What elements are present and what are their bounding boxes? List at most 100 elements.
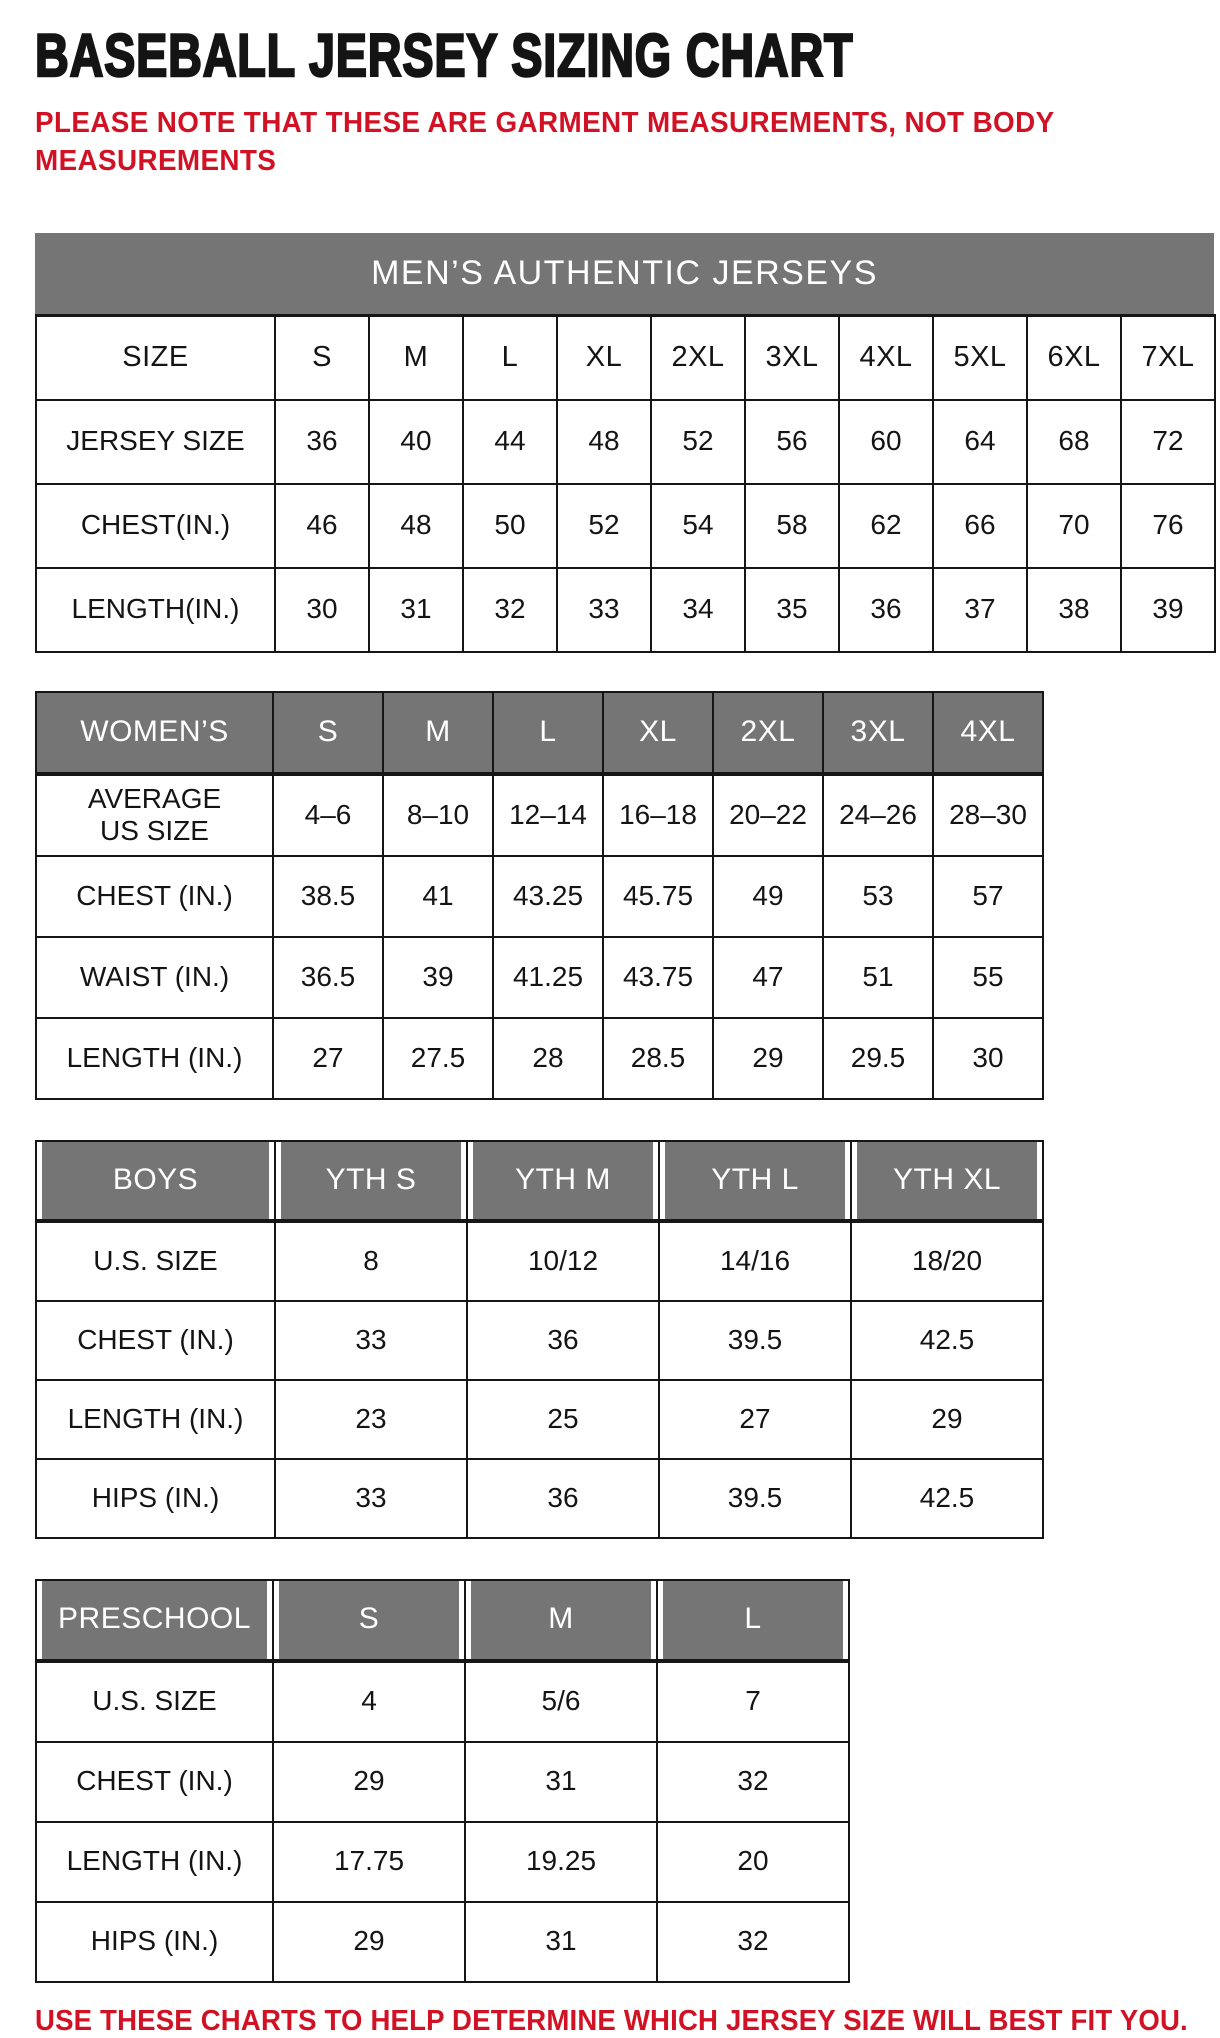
womens-value-cell: 29.5 [822, 1016, 934, 1100]
womens-row-label-cell: CHEST (IN.) [35, 854, 274, 938]
mens-value-cell: 34 [650, 566, 746, 653]
mens-value-cell: 31 [368, 566, 464, 653]
womens-value-cell: 4–6 [272, 772, 384, 857]
preschool-header-label-cell: PRESCHOOL [35, 1578, 274, 1663]
womens-value-cell: 36.5 [272, 935, 384, 1019]
mens-table-row: JERSEY SIZE 36 40 44 48 52 56 60 64 68 72 [35, 398, 1216, 485]
womens-size-header-cell: M [382, 690, 494, 776]
mens-size-header-cell: 3XL [744, 314, 840, 401]
boys-header-label-cell: BOYS [35, 1139, 276, 1223]
preschool-table-row: U.S. SIZE 4 5/6 7 [35, 1659, 850, 1743]
womens-sizing-table: WOMEN’S S M L XL 2XL 3XL 4XL AVERAGE US SIZE 4–6 8… [35, 690, 1044, 1100]
womens-header-row: WOMEN’S S M L XL 2XL 3XL 4XL [35, 690, 1044, 776]
womens-value-cell: 51 [822, 935, 934, 1019]
preschool-table-row: CHEST (IN.) 29 31 32 [35, 1740, 850, 1823]
preschool-row-label-cell: U.S. SIZE [35, 1659, 274, 1743]
womens-table-row: WAIST (IN.) 36.5 39 41.25 43.75 47 51 55 [35, 935, 1044, 1019]
womens-value-cell: 47 [712, 935, 824, 1019]
mens-value-cell: 36 [838, 566, 934, 653]
boys-value-cell: 33 [274, 1299, 468, 1381]
preschool-value-cell: 32 [656, 1900, 850, 1983]
preschool-value-cell: 29 [272, 1900, 466, 1983]
womens-value-cell: 45.75 [602, 854, 714, 938]
womens-header-label-cell: WOMEN’S [35, 690, 274, 776]
boys-size-header-cell: YTH M [466, 1139, 660, 1223]
mens-row-label-cell: LENGTH(IN.) [35, 566, 276, 653]
preschool-header-row: PRESCHOOL S M L [35, 1578, 850, 1663]
womens-value-cell: 8–10 [382, 772, 494, 857]
mens-value-cell: 37 [932, 566, 1028, 653]
mens-value-cell: 64 [932, 398, 1028, 485]
boys-table-row: LENGTH (IN.) 23 25 27 29 [35, 1378, 1044, 1460]
boys-value-cell: 18/20 [850, 1219, 1044, 1302]
mens-table-row: CHEST(IN.) 46 48 50 52 54 58 62 66 70 76 [35, 482, 1216, 569]
mens-size-header-cell: 4XL [838, 314, 934, 401]
womens-value-cell: 53 [822, 854, 934, 938]
preschool-value-cell: 5/6 [464, 1659, 658, 1743]
preschool-value-cell: 20 [656, 1820, 850, 1903]
boys-value-cell: 29 [850, 1378, 1044, 1460]
mens-value-cell: 48 [556, 398, 652, 485]
boys-table-row: U.S. SIZE 8 10/12 14/16 18/20 [35, 1219, 1044, 1302]
mens-value-cell: 58 [744, 482, 840, 569]
boys-size-header-cell: YTH S [274, 1139, 468, 1223]
womens-value-cell: 16–18 [602, 772, 714, 857]
page-title-text: BASEBALL JERSEY SIZING CHART [34, 22, 854, 89]
preschool-value-cell: 17.75 [272, 1820, 466, 1903]
mens-value-cell: 50 [462, 482, 558, 569]
womens-table-row: AVERAGE US SIZE 4–6 8–10 12–14 16–18 20–22 24–… [35, 772, 1044, 857]
womens-value-cell: 30 [932, 1016, 1044, 1100]
mens-sizing-table: SIZE S M L XL 2XL 3XL 4XL 5XL 6XL 7XL JERSEY SIZE 36… [35, 313, 1216, 653]
boys-value-cell: 36 [466, 1457, 660, 1539]
womens-value-cell: 12–14 [492, 772, 604, 857]
mens-value-cell: 56 [744, 398, 840, 485]
mens-value-cell: 76 [1120, 482, 1216, 569]
mens-value-cell: 33 [556, 566, 652, 653]
womens-value-cell: 57 [932, 854, 1044, 938]
mens-value-cell: 60 [838, 398, 934, 485]
boys-value-cell: 27 [658, 1378, 852, 1460]
mens-size-header-cell: M [368, 314, 464, 401]
womens-value-cell: 43.25 [492, 854, 604, 938]
womens-value-cell: 39 [382, 935, 494, 1019]
preschool-row-label-cell: LENGTH (IN.) [35, 1820, 274, 1903]
boys-value-cell: 33 [274, 1457, 468, 1539]
preschool-value-cell: 4 [272, 1659, 466, 1743]
mens-size-header-cell: XL [556, 314, 652, 401]
womens-size-header-cell: 2XL [712, 690, 824, 776]
boys-value-cell: 23 [274, 1378, 468, 1460]
mens-value-cell: 54 [650, 482, 746, 569]
womens-size-header-cell: 3XL [822, 690, 934, 776]
mens-header-label-cell: SIZE [35, 314, 276, 401]
womens-table-row: CHEST (IN.) 38.5 41 43.25 45.75 49 53 57 [35, 854, 1044, 938]
womens-size-header-cell: S [272, 690, 384, 776]
preschool-value-cell: 31 [464, 1900, 658, 1983]
mens-section: MEN’S AUTHENTIC JERSEYS SIZE S M L XL 2XL 3XL 4… [35, 232, 1220, 653]
boys-value-cell: 8 [274, 1219, 468, 1302]
boys-value-cell: 42.5 [850, 1299, 1044, 1381]
mens-value-cell: 62 [838, 482, 934, 569]
womens-value-cell: 20–22 [712, 772, 824, 857]
womens-value-cell: 43.75 [602, 935, 714, 1019]
boys-table-row: HIPS (IN.) 33 36 39.5 42.5 [35, 1457, 1044, 1539]
womens-row-label-cell: LENGTH (IN.) [35, 1016, 274, 1100]
mens-value-cell: 52 [556, 482, 652, 569]
womens-value-cell: 41.25 [492, 935, 604, 1019]
mens-size-header-cell: L [462, 314, 558, 401]
womens-row-label-cell: WAIST (IN.) [35, 935, 274, 1019]
mens-size-header-cell: 7XL [1120, 314, 1216, 401]
mens-value-cell: 68 [1026, 398, 1122, 485]
mens-value-cell: 40 [368, 398, 464, 485]
womens-size-header-cell: L [492, 690, 604, 776]
womens-value-cell: 28 [492, 1016, 604, 1100]
preschool-value-cell: 32 [656, 1740, 850, 1823]
boys-header-row: BOYS YTH S YTH M YTH L YTH XL [35, 1139, 1044, 1223]
boys-value-cell: 39.5 [658, 1299, 852, 1381]
boys-size-header-cell: YTH L [658, 1139, 852, 1223]
mens-value-cell: 36 [274, 398, 370, 485]
page-title: BASEBALL JERSEY SIZING CHART [34, 22, 1220, 89]
mens-value-cell: 35 [744, 566, 840, 653]
boys-size-header-cell: YTH XL [850, 1139, 1044, 1223]
womens-table-row: LENGTH (IN.) 27 27.5 28 28.5 29 29.5 30 [35, 1016, 1044, 1100]
preschool-value-cell: 29 [272, 1740, 466, 1823]
